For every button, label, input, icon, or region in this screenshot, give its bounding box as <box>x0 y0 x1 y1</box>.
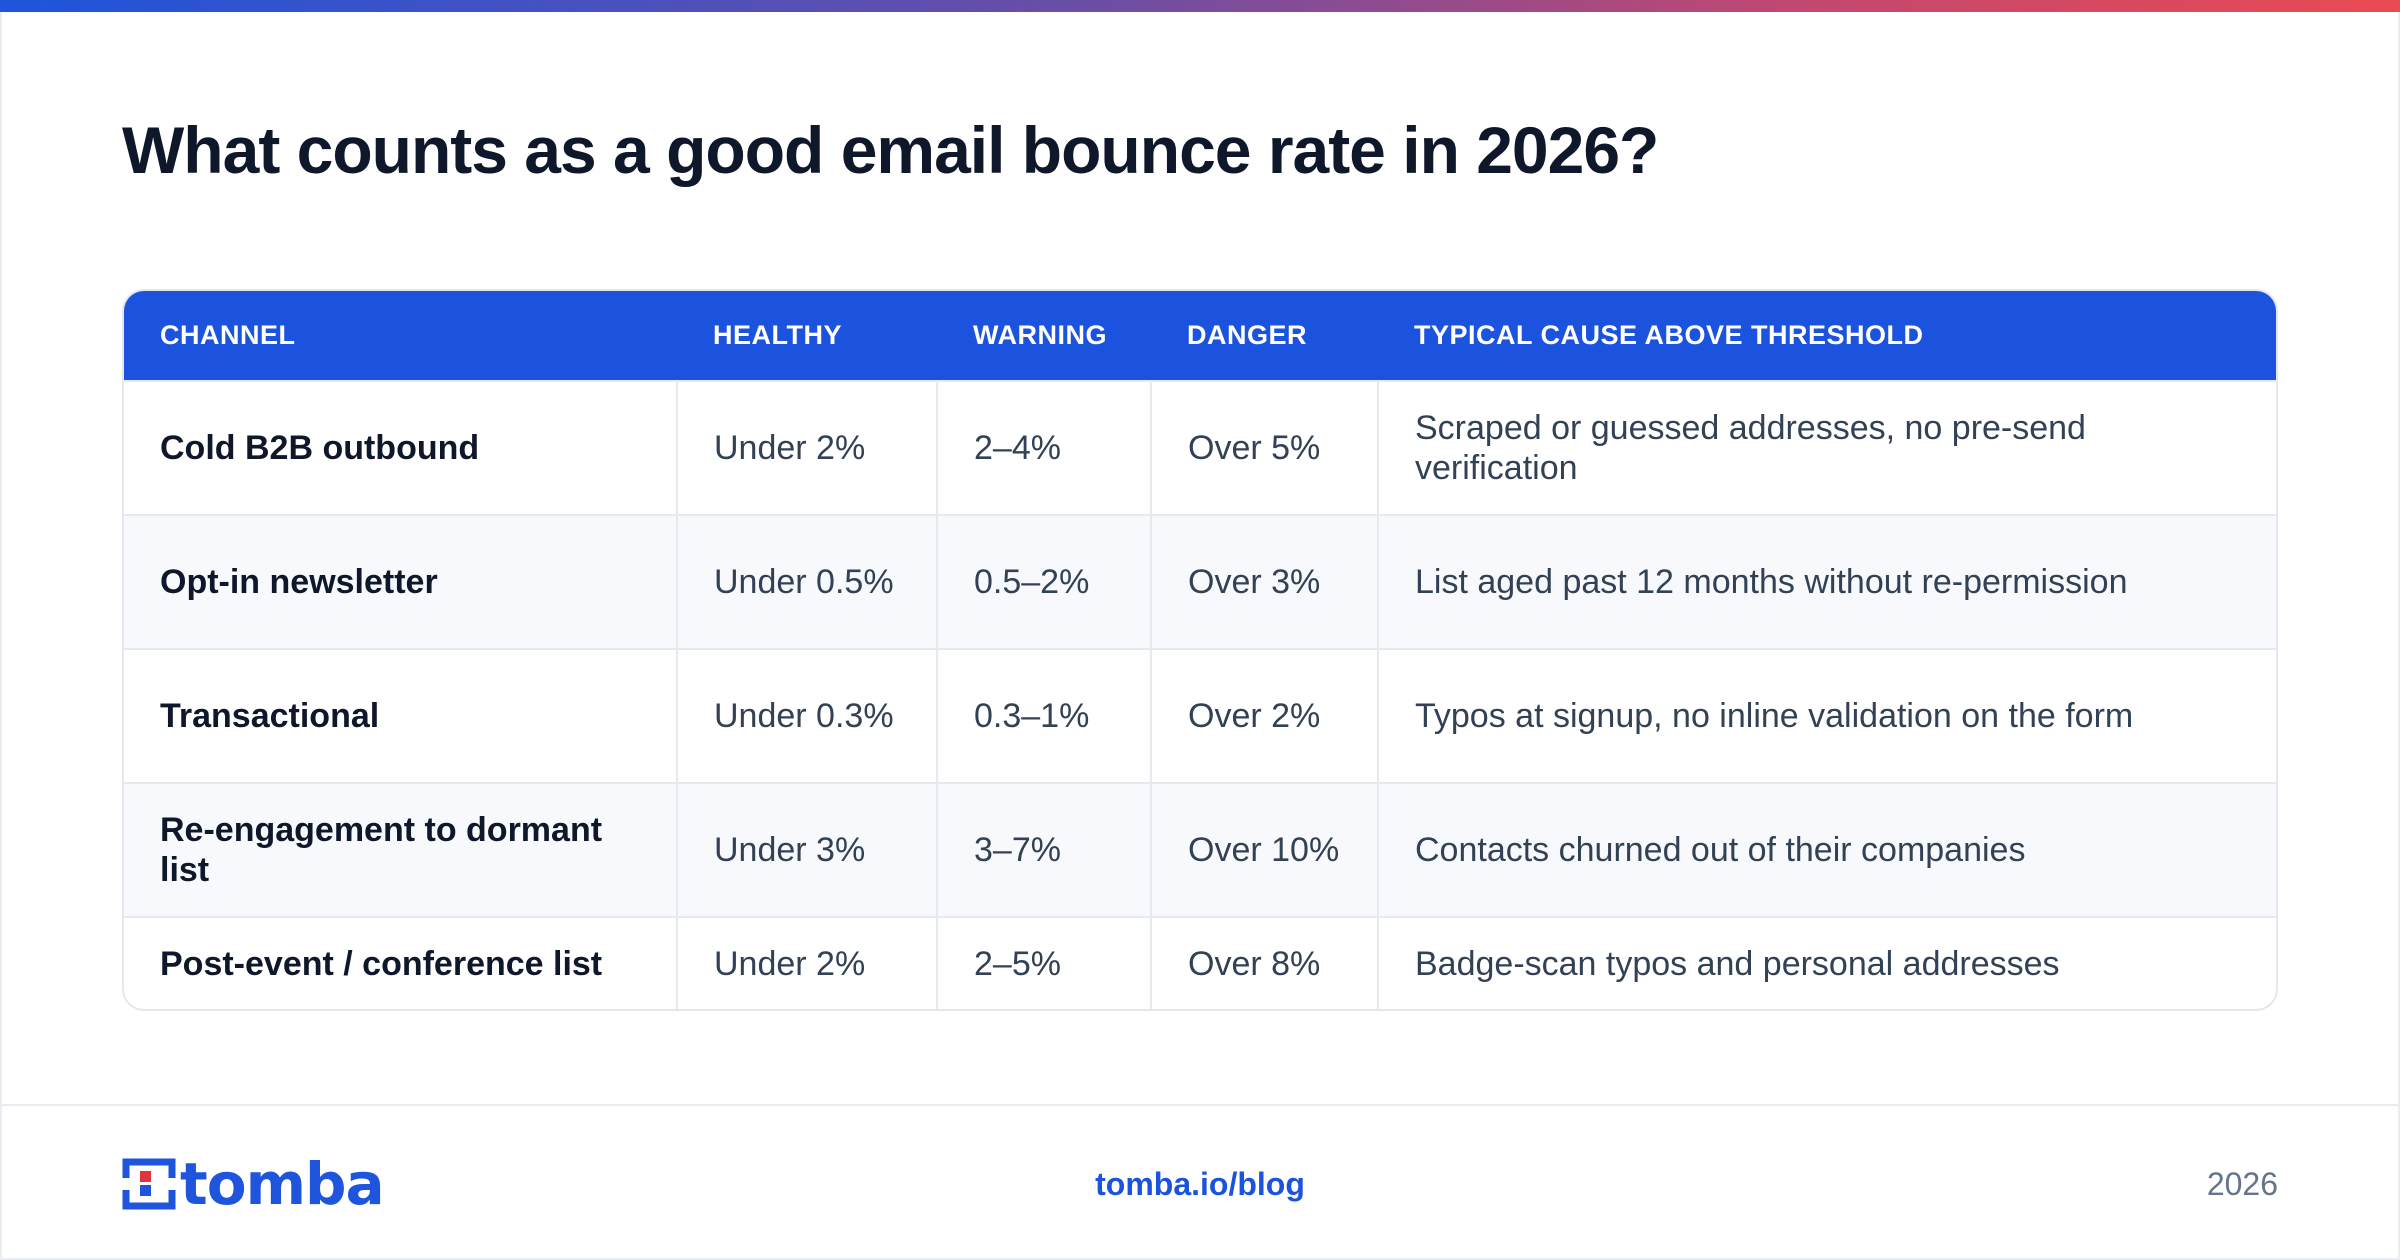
column-header-danger: DANGER <box>1151 291 1378 381</box>
tomba-logo[interactable]: tomba <box>122 1150 385 1218</box>
cell-danger: Over 3% <box>1150 514 1378 649</box>
cell-healthy: Under 2% <box>676 380 937 515</box>
cell-healthy: Under 0.5% <box>676 514 937 649</box>
cell-channel: Transactional <box>124 648 677 783</box>
cell-cause: Scraped or guessed addresses, no pre-sen… <box>1377 380 2276 515</box>
table-row: Post-event / conference list Under 2% 2–… <box>124 916 2276 1009</box>
table-row: Cold B2B outbound Under 2% 2–4% Over 5% … <box>124 380 2276 515</box>
cell-warning: 0.3–1% <box>936 648 1151 783</box>
table-row: Opt-in newsletter Under 0.5% 0.5–2% Over… <box>124 514 2276 649</box>
cell-channel: Cold B2B outbound <box>124 380 677 515</box>
footer-year: 2026 <box>2206 1166 2278 1202</box>
cell-healthy: Under 3% <box>676 782 937 917</box>
cell-warning: 3–7% <box>936 782 1151 917</box>
logo-wordmark: tomba <box>180 1150 385 1218</box>
footer: tomba tomba.io/blog 2026 <box>0 1104 2400 1260</box>
table-row: Transactional Under 0.3% 0.3–1% Over 2% … <box>124 648 2276 783</box>
cell-danger: Over 5% <box>1150 380 1378 515</box>
blog-link[interactable]: tomba.io/blog <box>1095 1166 1305 1202</box>
table-header: CHANNEL HEALTHY WARNING DANGER TYPICAL C… <box>124 291 2276 381</box>
bounce-rate-table: CHANNEL HEALTHY WARNING DANGER TYPICAL C… <box>122 289 2278 1011</box>
table-header-row: CHANNEL HEALTHY WARNING DANGER TYPICAL C… <box>124 291 2276 381</box>
column-header-cause: TYPICAL CAUSE ABOVE THRESHOLD <box>1378 291 2276 381</box>
cell-healthy: Under 2% <box>676 916 937 1009</box>
cell-cause: List aged past 12 months without re-perm… <box>1377 514 2276 649</box>
cell-danger: Over 10% <box>1150 782 1378 917</box>
column-header-healthy: HEALTHY <box>677 291 937 381</box>
table-row: Re-engagement to dormant list Under 3% 3… <box>124 782 2276 917</box>
cell-cause: Badge-scan typos and personal addresses <box>1377 916 2276 1009</box>
page-title: What counts as a good email bounce rate … <box>122 113 1659 187</box>
tomba-logo-icon <box>122 1158 176 1210</box>
cell-healthy: Under 0.3% <box>676 648 937 783</box>
column-header-warning: WARNING <box>937 291 1151 381</box>
gradient-top-bar <box>0 0 2400 12</box>
cell-channel: Opt-in newsletter <box>124 514 677 649</box>
table-body: Cold B2B outbound Under 2% 2–4% Over 5% … <box>124 380 2276 1009</box>
cell-channel: Re-engagement to dormant list <box>124 782 677 917</box>
cell-cause: Typos at signup, no inline validation on… <box>1377 648 2276 783</box>
cell-warning: 2–5% <box>936 916 1151 1009</box>
cell-danger: Over 8% <box>1150 916 1378 1009</box>
cell-channel: Post-event / conference list <box>124 916 677 1009</box>
table: CHANNEL HEALTHY WARNING DANGER TYPICAL C… <box>124 291 2276 1009</box>
cell-danger: Over 2% <box>1150 648 1378 783</box>
column-header-channel: CHANNEL <box>124 291 677 381</box>
cell-cause: Contacts churned out of their companies <box>1377 782 2276 917</box>
cell-warning: 2–4% <box>936 380 1151 515</box>
cell-warning: 0.5–2% <box>936 514 1151 649</box>
